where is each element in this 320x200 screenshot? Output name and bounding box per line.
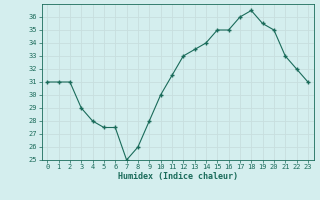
X-axis label: Humidex (Indice chaleur): Humidex (Indice chaleur): [118, 172, 237, 181]
